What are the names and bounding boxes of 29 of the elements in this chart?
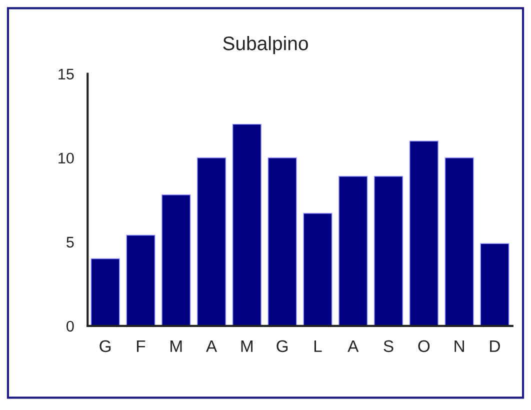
bar	[196, 157, 226, 326]
bar	[126, 234, 156, 326]
x-tick-label: G	[100, 340, 111, 352]
bar	[268, 157, 297, 326]
bar	[232, 124, 262, 326]
bar	[480, 243, 510, 326]
y-tick-label: 15	[58, 68, 74, 80]
x-tick-label: A	[348, 340, 359, 352]
y-tick-label: 0	[66, 320, 74, 332]
x-tick-label: M	[241, 340, 252, 352]
bar	[409, 140, 438, 326]
bar	[90, 258, 120, 326]
bar	[374, 176, 404, 326]
chart-title: Subalpino	[223, 36, 308, 54]
x-tick-label: N	[454, 340, 464, 352]
x-tick-label: A	[206, 340, 218, 352]
bar	[444, 157, 474, 326]
x-tick-label: F	[136, 340, 146, 352]
bar	[303, 212, 332, 326]
x-tick-label: D	[490, 340, 500, 352]
x-tick-label: M	[170, 340, 182, 352]
x-tick-label: L	[314, 340, 322, 352]
x-tick-label: S	[384, 340, 394, 352]
y-tick-label: 10	[58, 152, 74, 164]
x-tick-label: G	[276, 340, 288, 352]
x-tick-label: O	[418, 340, 430, 352]
bar	[338, 176, 368, 326]
bar	[162, 194, 191, 326]
y-tick-label: 5	[66, 236, 74, 248]
